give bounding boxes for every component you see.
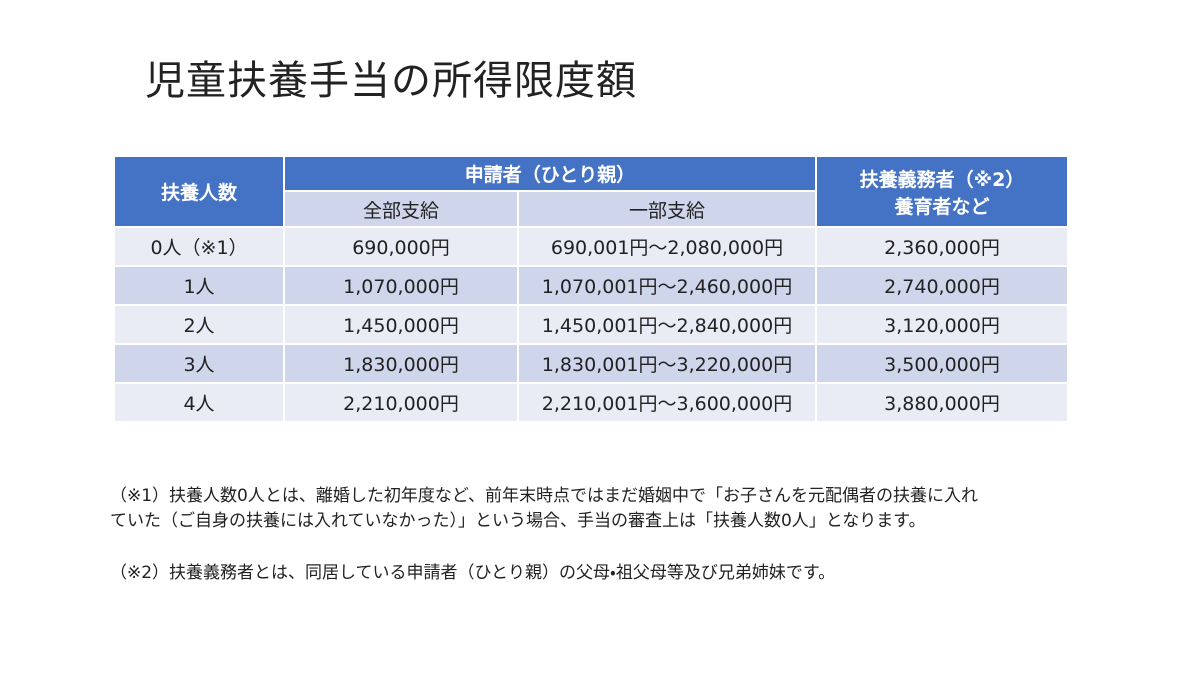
slide-title: 児童扶養手当の所得限度額 [145,58,637,104]
table-cell: 3,500,000円 [815,343,1069,384]
table-cell: 1,830,000円 [283,343,519,384]
notes: （※1）扶養人数0人とは、離婚した初年度など、前年末時点ではまだ婚姻中で「お子さ… [110,484,1160,586]
table-cell: 1,450,001円～2,840,000円 [517,304,817,345]
table-cell: 1,450,000円 [283,304,519,345]
table-cell: 3,880,000円 [815,382,1069,423]
header-line: 扶養義務者（※2） [859,168,1025,191]
table-cell: 690,001円～2,080,000円 [517,226,817,267]
table-cell: 1,830,001円～3,220,000円 [517,343,817,384]
table-cell: 1人 [113,265,285,306]
header-cell: 申請者（ひとり親） [283,155,817,192]
note-line: （※2）扶養義務者とは、同居している申請者（ひとり親）の父母・祖父母等及び兄弟姉… [110,563,836,583]
table-cell: 4人 [113,382,285,423]
table-cell: 2,740,000円 [815,265,1069,306]
table-cell: 0人（※1） [113,226,285,267]
table-cell: 1,070,000円 [283,265,519,306]
table-row: 2人 1,450,000円 1,450,001円～2,840,000円 3,120,0… [113,304,1069,345]
subheader-cell: 全部支給 [283,190,519,228]
table-row: 0人（※1） 690,000円 690,001円～2,080,000円 2,360,0… [113,226,1069,267]
table-cell: 3人 [113,343,285,384]
header-line: 養育者など [894,195,990,218]
table-row: 1人 1,070,000円 1,070,001円～2,460,000円 2,740,0… [113,265,1069,306]
income-limit-table: 扶養人数 申請者（ひとり親） 扶養義務者（※2） 養育者など 全部支給 一部支給… [113,155,1069,423]
header-cell: 扶養義務者（※2） 養育者など [815,155,1069,228]
table-cell: 1,070,001円～2,460,000円 [517,265,817,306]
table-cell: 690,000円 [283,226,519,267]
table-cell: 2,210,001円～3,600,000円 [517,382,817,423]
table-cell: 2人 [113,304,285,345]
table-row: 3人 1,830,000円 1,830,001円～3,220,000円 3,500,0… [113,343,1069,384]
note-line: ていた（ご自身の扶養には入れていなかった）」という場合、手当の審査上は「扶養人数… [110,511,926,531]
table-cell: 2,210,000円 [283,382,519,423]
header-cell: 扶養人数 [113,155,285,228]
table-cell: 2,360,000円 [815,226,1069,267]
table-body: 0人（※1） 690,000円 690,001円～2,080,000円 2,360,0… [113,226,1069,423]
table-row: 4人 2,210,000円 2,210,001円～3,600,000円 3,880,0… [113,382,1069,423]
subheader-cell: 一部支給 [517,190,817,228]
table-cell: 3,120,000円 [815,304,1069,345]
note-line: （※1）扶養人数0人とは、離婚した初年度など、前年末時点ではまだ婚姻中で「お子さ… [110,486,979,506]
